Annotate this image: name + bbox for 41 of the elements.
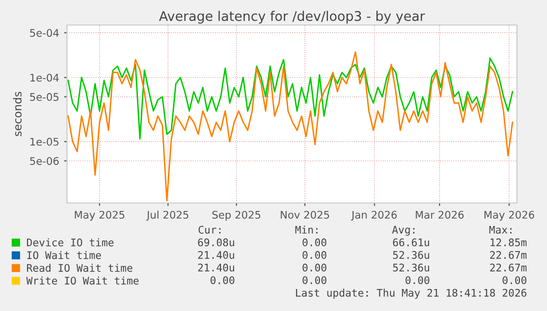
line-series bbox=[67, 58, 514, 140]
text: 12.85m bbox=[490, 238, 527, 246]
y-tick-label: 5e-04 bbox=[30, 28, 59, 37]
text: 52.36u bbox=[393, 264, 430, 272]
text: 66.61u bbox=[393, 238, 430, 246]
legend-label: Device IO time bbox=[27, 238, 114, 246]
y-tick-label: 5e-05 bbox=[30, 93, 58, 101]
text: 0.00 bbox=[302, 276, 326, 284]
text: Avg: bbox=[392, 226, 414, 236]
x-tick-label: May 2025 bbox=[74, 210, 124, 221]
text: Cur: bbox=[198, 226, 220, 234]
line-series bbox=[67, 51, 514, 202]
y-tick-label: 1e-05 bbox=[30, 138, 58, 146]
text: Max: bbox=[489, 226, 512, 234]
text: 22.67m bbox=[490, 251, 527, 259]
text: 21.40u bbox=[198, 251, 234, 259]
text: 0.00 bbox=[302, 264, 326, 272]
text: 0.00 bbox=[302, 238, 326, 246]
chart-title: Average latency for /dev/loop3 - by year bbox=[159, 10, 426, 24]
text: Min: bbox=[295, 226, 318, 234]
x-tick-label: May 2026 bbox=[484, 210, 534, 221]
text: Last update: Thu May 21 18:41:18 2026 bbox=[296, 288, 526, 299]
text: 0.00 bbox=[210, 276, 234, 284]
y-tick-label: 5e-06 bbox=[30, 157, 59, 165]
legend-label: Write IO Wait time bbox=[26, 276, 139, 285]
x-tick-label: Jul 2025 bbox=[146, 210, 188, 221]
text: 0.00 bbox=[406, 276, 430, 284]
text: 22.67m bbox=[490, 264, 527, 272]
x-tick-label: Nov 2025 bbox=[280, 210, 330, 219]
x-tick-label: Mar 2026 bbox=[416, 210, 464, 219]
text: 69.08u bbox=[198, 238, 234, 246]
x-tick-label: Jan 2026 bbox=[351, 210, 397, 221]
legend-label: IO Wait time bbox=[27, 251, 101, 260]
x-tick-label: Sep 2025 bbox=[212, 210, 260, 221]
text: 0.00 bbox=[502, 276, 526, 284]
text: 52.36u bbox=[393, 251, 430, 259]
legend-label: Read IO Wait time bbox=[27, 264, 132, 272]
y-tick-label: 1e-04 bbox=[30, 74, 59, 82]
text: 0.00 bbox=[302, 251, 326, 259]
y-axis-title: seconds bbox=[13, 92, 22, 136]
text: 21.40u bbox=[198, 264, 234, 272]
